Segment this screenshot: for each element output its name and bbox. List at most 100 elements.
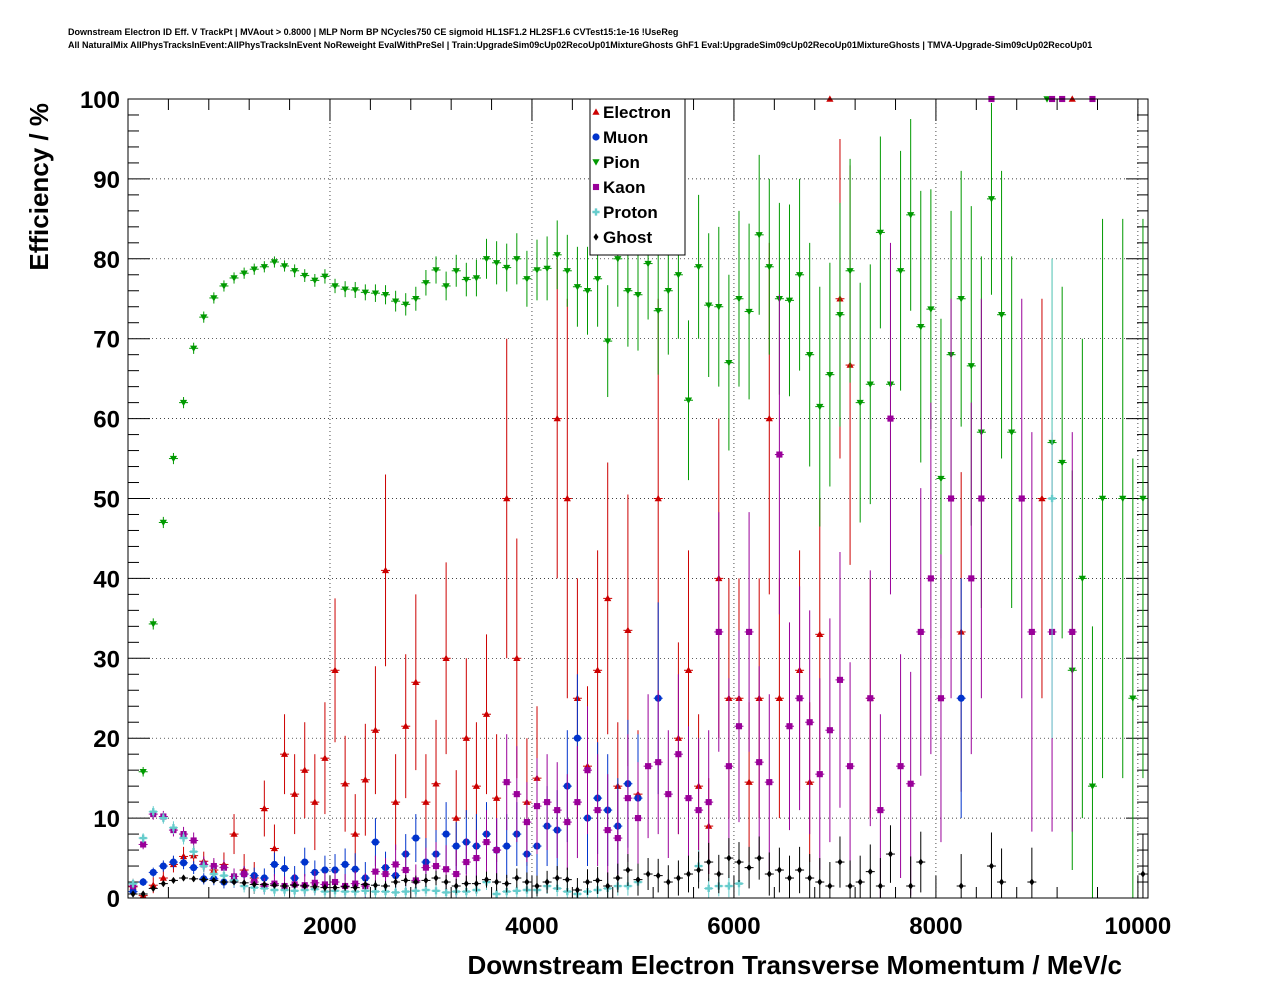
data-point	[312, 883, 318, 891]
legend-label: Kaon	[603, 178, 646, 197]
data-point	[453, 882, 459, 890]
legend: Electron Muon Pion Kaon Proton Ghost	[589, 98, 686, 256]
data-point	[564, 876, 570, 884]
data-point	[473, 880, 479, 888]
legend-entry-muon: Muon	[592, 128, 648, 147]
data-point	[795, 272, 804, 279]
data-point	[371, 838, 380, 846]
data-point	[402, 888, 410, 896]
data-point	[908, 882, 914, 890]
data-point	[482, 710, 491, 717]
data-point	[775, 694, 783, 701]
data-point	[472, 782, 481, 789]
data-point	[321, 754, 329, 761]
data-point	[493, 794, 501, 801]
data-point	[1048, 494, 1056, 503]
data-point	[867, 868, 873, 876]
data-point	[736, 858, 742, 866]
data-point	[261, 880, 267, 889]
data-point	[563, 268, 571, 275]
data-point	[655, 872, 661, 880]
data-point	[918, 858, 924, 866]
data-point	[544, 799, 551, 806]
data-point	[210, 295, 218, 302]
data-point	[351, 287, 359, 294]
data-point	[190, 837, 197, 844]
data-point	[392, 861, 399, 868]
data-point	[544, 878, 550, 886]
data-point	[553, 252, 561, 259]
data-point	[169, 858, 178, 866]
data-point	[857, 878, 863, 886]
data-point	[140, 841, 147, 848]
axis-tick-labels: 0 10 20 30 40 50 60 70 80 90 100 2000 4000 6000 8000 10…	[80, 87, 1171, 940]
data-point	[725, 882, 733, 890]
data-point	[149, 881, 157, 888]
data-point	[291, 887, 299, 895]
data-point	[1140, 870, 1146, 878]
data-point	[331, 666, 339, 673]
legend-entry-proton: Proton	[592, 203, 658, 222]
data-point	[735, 723, 743, 730]
data-point	[130, 890, 136, 898]
data-point	[635, 876, 641, 884]
axis-ticks	[128, 98, 1148, 899]
data-point	[927, 306, 935, 313]
data-point	[978, 495, 985, 502]
data-point	[301, 766, 309, 773]
y-tick-label: 10	[93, 806, 120, 833]
data-point	[776, 451, 783, 458]
data-point	[968, 575, 975, 582]
legend-marker	[593, 233, 599, 241]
data-point	[322, 884, 328, 892]
data-point	[452, 842, 460, 850]
data-point	[595, 876, 601, 885]
data-point	[402, 866, 409, 874]
data-point	[807, 874, 813, 882]
data-point	[483, 876, 490, 884]
data-point	[594, 276, 602, 283]
data-point	[302, 882, 308, 890]
data-point	[645, 870, 651, 878]
data-point	[746, 864, 752, 872]
data-point	[331, 283, 339, 290]
data-point	[887, 850, 893, 858]
data-point	[341, 286, 349, 293]
legend-marker	[592, 183, 600, 191]
data-point	[533, 803, 541, 810]
y-tick-label: 90	[93, 167, 120, 194]
data-point	[190, 345, 198, 352]
data-point	[392, 798, 400, 805]
data-point	[1078, 575, 1086, 582]
data-point	[695, 807, 702, 814]
data-point	[605, 882, 611, 890]
data-point	[1129, 695, 1137, 702]
data-point	[705, 884, 713, 893]
data-point	[573, 734, 582, 742]
legend-entry-electron: Electron	[592, 103, 671, 122]
legend-marker	[592, 208, 600, 216]
data-point	[876, 229, 884, 237]
data-point	[321, 273, 329, 280]
data-point	[816, 771, 823, 778]
data-point	[179, 859, 188, 867]
data-point	[817, 878, 823, 886]
data-point	[412, 834, 420, 842]
y-tick-label: 20	[93, 726, 120, 753]
data-point	[462, 276, 470, 284]
data-point	[190, 848, 198, 856]
data-point	[987, 196, 996, 203]
data-point	[422, 798, 430, 805]
data-point	[867, 695, 874, 702]
data-point	[827, 882, 833, 890]
data-point	[745, 308, 753, 316]
data-point	[958, 882, 964, 890]
data-point	[241, 870, 248, 878]
data-point	[149, 868, 157, 877]
data-point	[179, 834, 188, 842]
data-point	[493, 890, 501, 898]
data-point	[765, 264, 773, 271]
data-point	[563, 888, 571, 896]
data-point	[452, 268, 460, 275]
